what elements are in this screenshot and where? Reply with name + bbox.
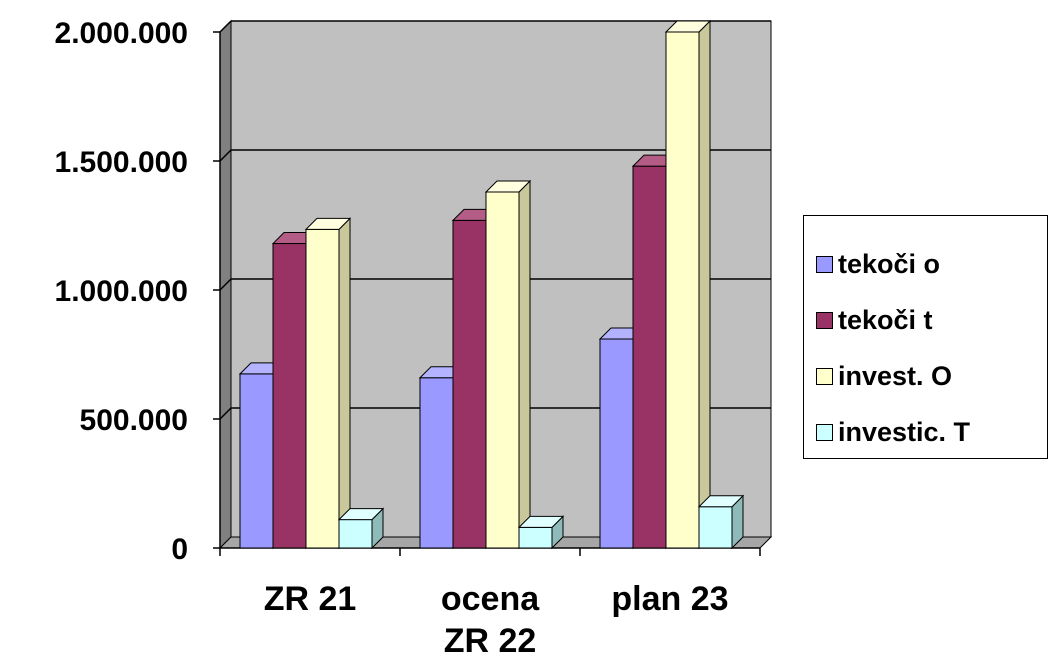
bar xyxy=(304,217,352,550)
x-category-label: ZR 21 xyxy=(264,580,357,618)
legend-swatch xyxy=(816,255,833,273)
bar-side xyxy=(698,19,711,550)
bar-top xyxy=(517,515,565,528)
bar-front xyxy=(452,219,487,549)
bar-top xyxy=(664,20,712,33)
gridline-side xyxy=(219,278,232,291)
x-category-label: ocena xyxy=(441,580,540,618)
bar-front xyxy=(665,31,700,549)
y-tick-label: 1.500.000 xyxy=(55,146,188,179)
legend-item: tekoči o xyxy=(816,244,940,284)
legend-swatch xyxy=(816,367,833,385)
gridline-side xyxy=(219,149,232,162)
bar-side xyxy=(518,179,531,550)
gridline-side xyxy=(219,407,232,420)
bar-front xyxy=(485,191,520,549)
legend-item: investic. T xyxy=(816,412,970,452)
legend-swatch xyxy=(816,311,833,329)
y-axis-tick-labels: 0 500.000 1.000.000 1.500.000 2.000.000 xyxy=(55,17,188,566)
bar xyxy=(697,494,745,550)
bar-front xyxy=(272,243,307,549)
legend-item: tekoči t xyxy=(816,300,933,340)
bar xyxy=(664,19,712,550)
bar xyxy=(484,179,532,550)
y-tick-label: 500.000 xyxy=(80,404,188,437)
legend-label: invest. O xyxy=(838,360,953,391)
legend-label: tekoči t xyxy=(838,304,933,335)
legend-item: invest. O xyxy=(816,356,952,396)
bar xyxy=(517,515,565,550)
legend-swatch xyxy=(816,423,833,441)
bar-front xyxy=(698,506,733,549)
y-tick-label: 0 xyxy=(171,533,188,566)
bar-top xyxy=(337,508,385,521)
bar-top xyxy=(697,495,745,508)
bar xyxy=(337,507,385,550)
bar-front xyxy=(419,377,454,549)
bars xyxy=(238,19,745,550)
x-category-label: plan 23 xyxy=(611,580,728,618)
bar-front xyxy=(338,519,373,549)
bar-front xyxy=(632,165,667,549)
x-axis-category-labels: ZR 21 ocena ZR 22 plan 23 xyxy=(264,580,729,656)
bar-top xyxy=(304,217,352,230)
gridline-side xyxy=(219,20,232,33)
bar-front xyxy=(305,228,340,549)
x-category-label: ZR 22 xyxy=(444,622,537,656)
legend-label: investic. T xyxy=(838,416,971,447)
bar-top xyxy=(484,180,532,193)
bar-front xyxy=(599,338,634,549)
bar-side xyxy=(338,217,351,550)
legend: tekoči o tekoči t invest. O investic. T xyxy=(803,215,1048,459)
bar-front xyxy=(239,373,274,549)
legend-label: tekoči o xyxy=(838,248,941,279)
bar-front xyxy=(518,526,553,549)
y-tick-label: 2.000.000 xyxy=(55,17,188,50)
y-tick-label: 1.000.000 xyxy=(55,275,188,308)
